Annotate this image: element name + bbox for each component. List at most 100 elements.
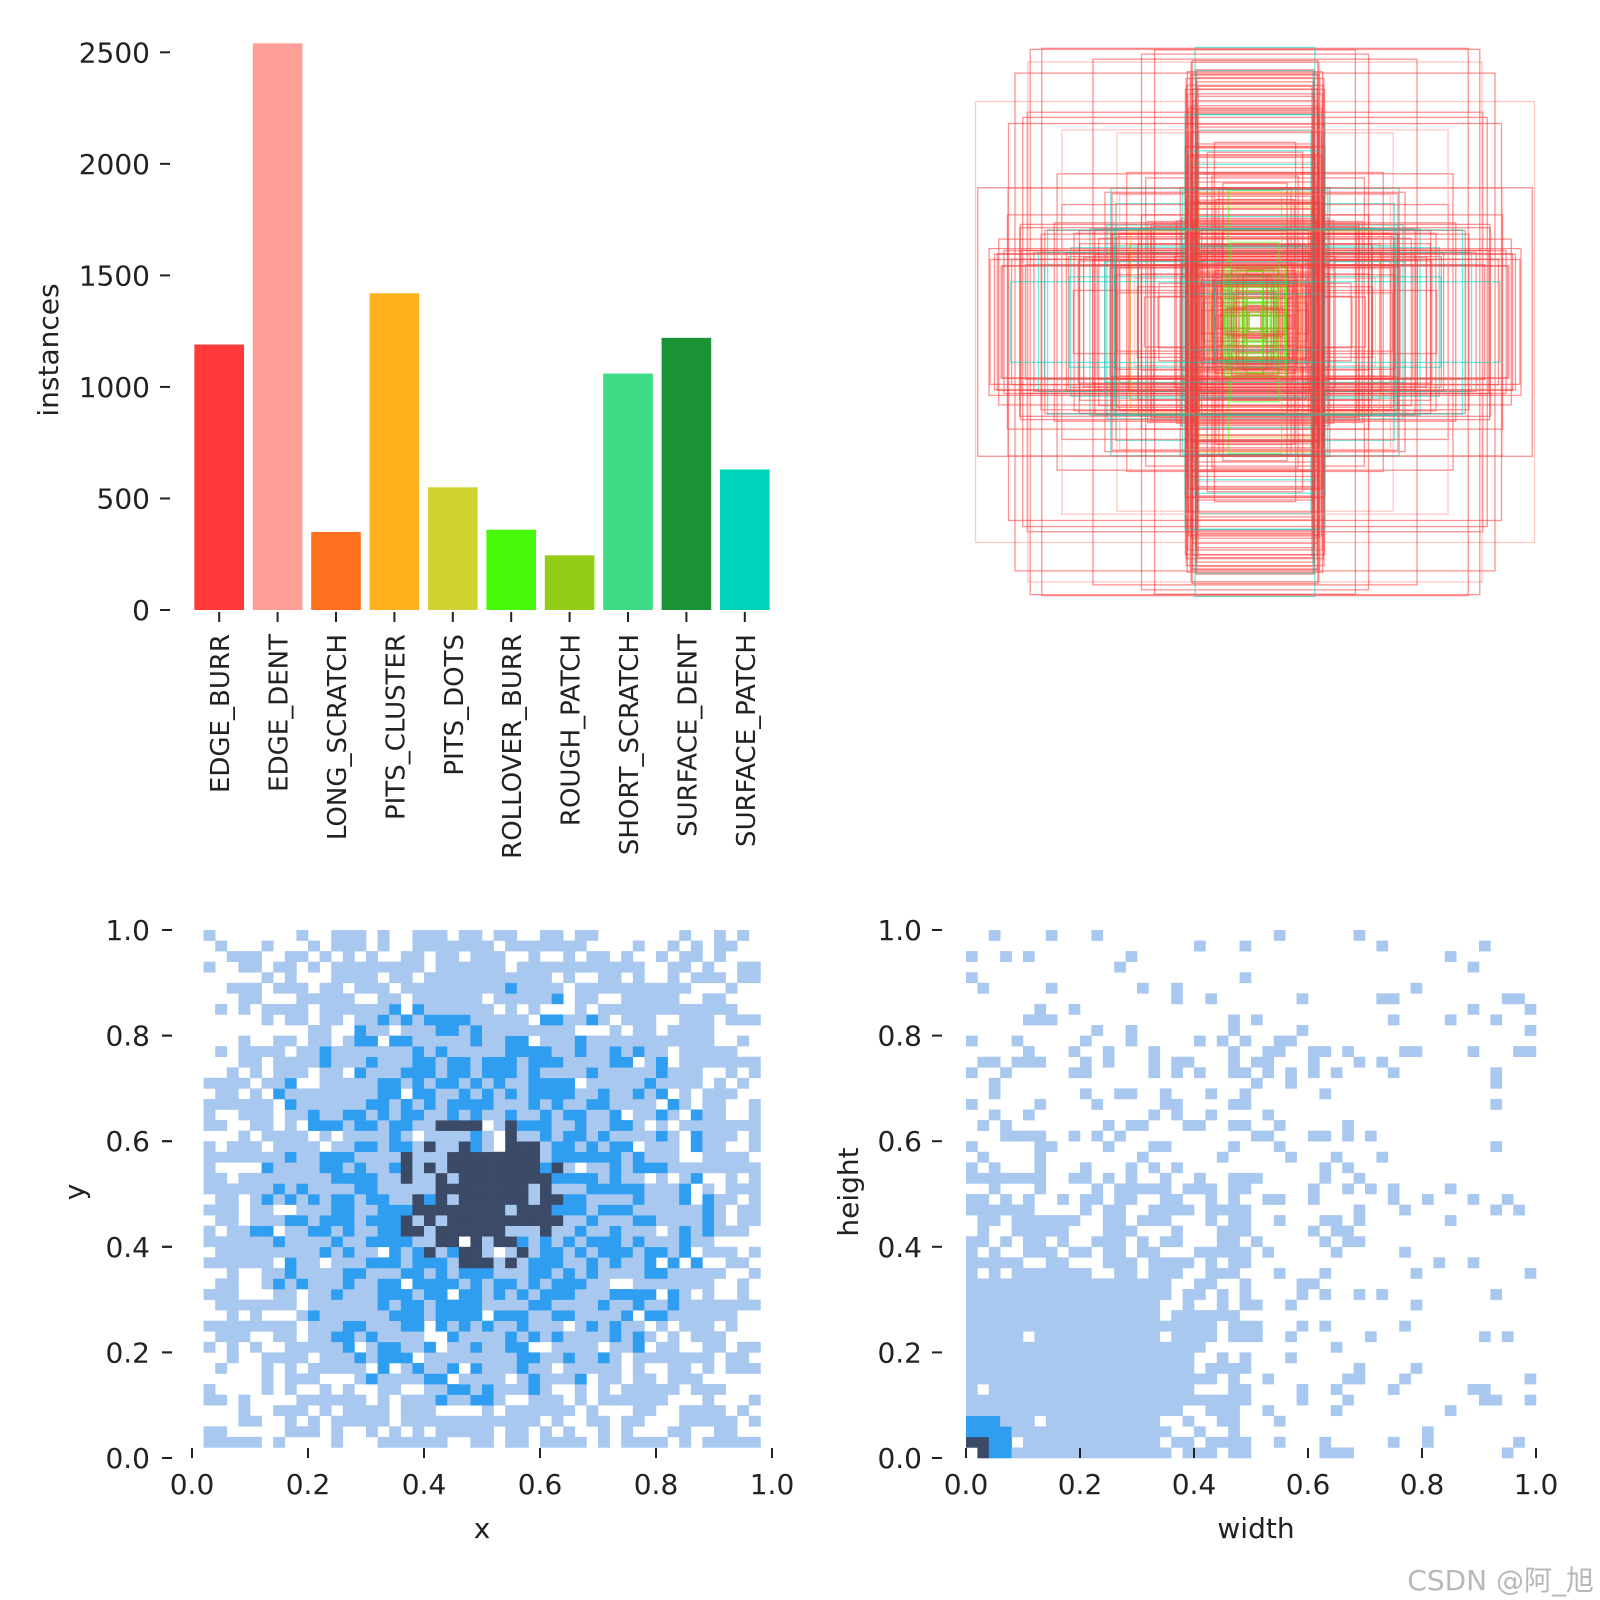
heatmap-cell <box>1182 1310 1195 1322</box>
heatmap-cell <box>424 1246 436 1258</box>
heatmap-cell <box>609 1225 622 1237</box>
heatmap-cell <box>1501 1194 1514 1205</box>
heatmap-cell <box>1034 1352 1047 1364</box>
heatmap-cell <box>482 1257 494 1269</box>
heatmap-cell <box>226 982 239 994</box>
heatmap-cell <box>1205 1109 1218 1121</box>
heatmap-cell <box>482 1278 494 1290</box>
heatmap-cell <box>1137 1289 1149 1300</box>
heatmap-cell <box>528 1225 541 1237</box>
heatmap-cell <box>690 1384 703 1395</box>
heatmap-cell <box>551 1194 564 1205</box>
heatmap-cell <box>516 1320 529 1332</box>
heatmap-cell <box>331 1299 344 1311</box>
heatmap-cell <box>1125 1384 1138 1395</box>
heatmap-cell <box>458 1352 471 1364</box>
heatmap-cell <box>331 1362 344 1374</box>
heatmap-cell <box>1091 1194 1104 1205</box>
heatmap-cell <box>977 1215 990 1226</box>
heatmap-cell <box>1080 1310 1092 1322</box>
heatmap-cell <box>621 1299 634 1311</box>
heatmap-cell <box>1023 1394 1035 1406</box>
heatmap-cell <box>308 940 320 952</box>
heatmap-cell <box>1023 1046 1035 1058</box>
heatmap-cell <box>609 1067 622 1079</box>
heatmap-cell <box>424 1267 436 1279</box>
heatmap-cell <box>458 1394 471 1406</box>
heatmap-cell <box>540 1278 552 1290</box>
heatmap-cell <box>284 1109 297 1121</box>
heatmap-cell <box>737 1014 750 1026</box>
heatmap-cell <box>412 1109 425 1121</box>
heatmap-cell <box>1216 1299 1229 1311</box>
heatmap-cell <box>609 1077 622 1089</box>
heatmap-cell <box>1228 1415 1240 1427</box>
heatmap-cell <box>424 1236 436 1248</box>
heatmap-cell <box>1365 1183 1377 1195</box>
heatmap-cell <box>667 1025 680 1036</box>
heatmap-cell <box>1433 1257 1446 1269</box>
heatmap-cell <box>458 1225 471 1237</box>
heatmap-cell <box>296 1373 309 1385</box>
heatmap-cell <box>540 1109 552 1121</box>
heatmap-cell <box>342 1077 355 1089</box>
heatmap-cell <box>1239 1289 1252 1300</box>
heatmap-cell <box>598 1267 610 1279</box>
heatmap-cell <box>563 1109 576 1121</box>
heatmap-cell <box>1285 1077 1297 1089</box>
heatmap-cell <box>284 1405 297 1417</box>
heatmap-cell <box>725 1436 738 1448</box>
heatmap-cell <box>1000 1310 1012 1322</box>
heatmap-cell <box>482 1362 494 1374</box>
heatmap-cell <box>354 1088 367 1100</box>
heatmap-cell <box>458 1384 471 1395</box>
heatmap-cell <box>412 961 425 973</box>
heatmap-cell <box>273 1236 286 1248</box>
heatmap-cell <box>319 1236 332 1248</box>
heatmap-cell <box>598 1109 610 1121</box>
bbox-outline <box>1053 222 1457 422</box>
heatmap-cell <box>284 1415 297 1427</box>
heatmap-cell <box>609 1299 622 1311</box>
heatmap-cell <box>296 1183 309 1195</box>
heatmap-cell <box>296 951 309 962</box>
heatmap-cell <box>1000 1204 1012 1216</box>
heatmap-cell <box>447 1120 460 1131</box>
heatmap-cell <box>1102 1384 1115 1395</box>
heatmap-cell <box>528 1394 541 1406</box>
heatmap-cell <box>551 1130 564 1142</box>
heatmap-cell <box>644 1394 657 1406</box>
heatmap-cell <box>586 1341 599 1353</box>
heatmap-cell <box>1159 1172 1172 1184</box>
heatmap-cell <box>656 1215 668 1226</box>
heatmap-cell <box>1114 1394 1126 1406</box>
heatmap-cell <box>563 1141 576 1153</box>
heatmap-cell <box>493 972 506 984</box>
heatmap-cell <box>977 1436 990 1448</box>
heatmap-cell <box>656 1046 668 1058</box>
heatmap-cell <box>598 1204 610 1216</box>
heatmap-cell <box>505 1204 518 1216</box>
heatmap-cell <box>1137 1447 1149 1459</box>
heatmap-cell <box>586 1320 599 1332</box>
heatmap-cell <box>725 1014 738 1026</box>
heatmap-cell <box>238 1436 251 1448</box>
heatmap-cell <box>586 1405 599 1417</box>
heatmap-cell <box>447 1151 460 1163</box>
heatmap-cell <box>1285 1331 1297 1343</box>
heatmap-cell <box>516 1415 529 1427</box>
heatmap-cell <box>389 1056 402 1068</box>
heatmap-cell <box>284 1236 297 1248</box>
heatmap-cell <box>1023 1320 1035 1332</box>
heatmap-cell <box>563 1035 576 1047</box>
heatmap-cell <box>424 1056 436 1068</box>
heatmap-cell <box>621 1172 634 1184</box>
heatmap-cell <box>435 1194 448 1205</box>
heatmap-cell <box>284 1267 297 1279</box>
heatmap-cell <box>966 1352 978 1364</box>
heatmap-cell <box>435 1056 448 1068</box>
heatmap-cell <box>540 1310 552 1322</box>
heatmap-cell <box>493 1120 506 1131</box>
heatmap-cell <box>273 1162 286 1174</box>
heatmap-cell <box>621 1056 634 1068</box>
